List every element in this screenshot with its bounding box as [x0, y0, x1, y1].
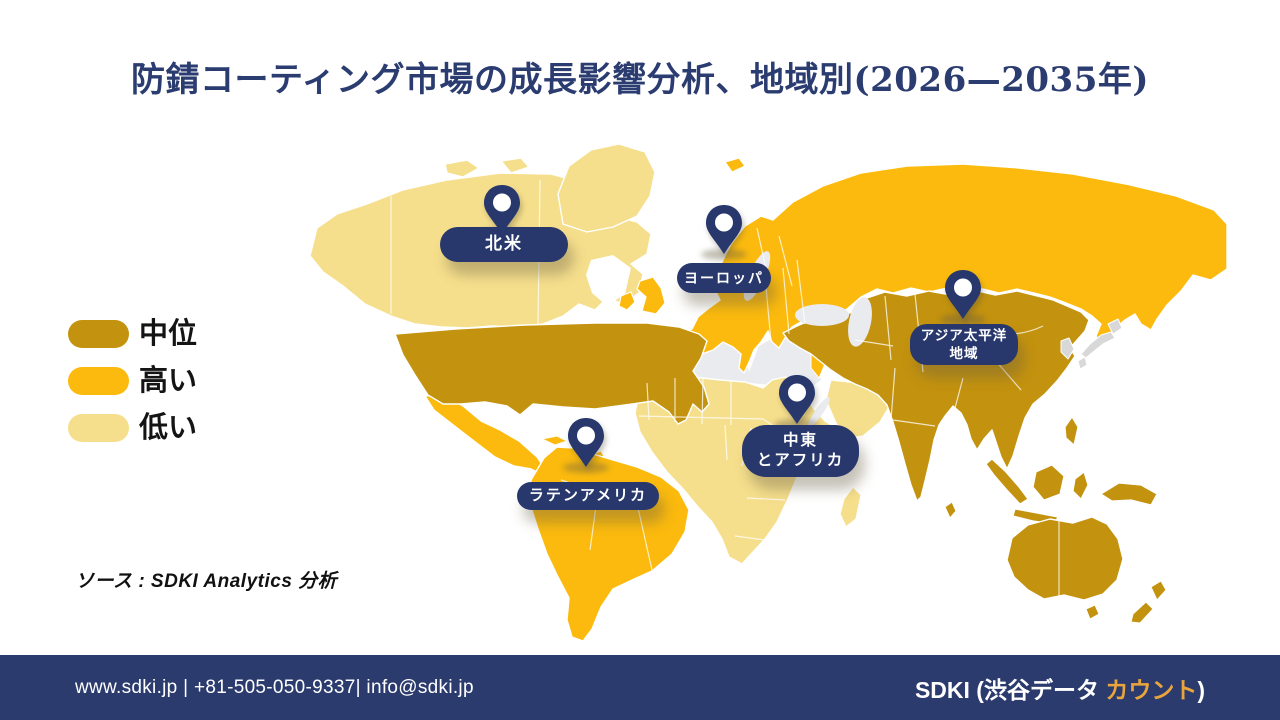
- footer-brand: SDKI (渋谷データ カウント): [915, 671, 1205, 705]
- region-arctic-island-1: [444, 159, 480, 178]
- legend-item-low: 低い: [68, 412, 198, 444]
- region-usa: [394, 322, 710, 425]
- region-sulawesi: [1072, 471, 1089, 500]
- sea-red: [808, 397, 830, 427]
- map-pin-icon: [484, 185, 520, 234]
- map-pin-icon: [568, 418, 604, 467]
- region-sri-lanka: [944, 501, 957, 519]
- world-map-canvas: [309, 143, 1228, 642]
- legend-label-high: 高い: [139, 365, 198, 397]
- footer-bar: www.sdki.jp | +81-505-050-9337| info@sdk…: [0, 655, 1280, 720]
- region-nz-north: [1150, 580, 1167, 601]
- legend-label-medium: 中位: [139, 318, 198, 350]
- region-ireland: [618, 291, 636, 311]
- footer-contact: www.sdki.jp | +81-505-050-9337| info@sdk…: [75, 676, 474, 698]
- source-note: ソース : SDKI Analytics 分析: [75, 571, 338, 592]
- region-borneo: [1032, 464, 1065, 501]
- region-nz-south: [1130, 601, 1154, 624]
- region-cuba: [541, 435, 568, 446]
- region-south-america: [529, 446, 690, 642]
- sea-hudson-bay: [586, 255, 631, 306]
- region-label-text: アジア太平洋: [920, 327, 1008, 343]
- region-japan-hokkaido: [1107, 318, 1123, 335]
- legend-swatch-low-icon: [68, 414, 129, 442]
- region-label-text: とアフリカ: [756, 452, 845, 469]
- region-label-middle-east-africa: 中東 とアフリカ: [742, 425, 859, 477]
- pin-shadow: [940, 314, 986, 325]
- map-pin-icon: [945, 270, 981, 319]
- map-pin-icon: [706, 205, 742, 254]
- footer-brand-prefix: SDKI (渋谷データ: [914, 676, 1106, 703]
- page-title: 防錆コーティング市場の成長影響分析、地域別(2026—2035年): [131, 60, 1149, 100]
- legend-swatch-high-icon: [68, 367, 129, 395]
- legend: 中位 高い 低い: [68, 320, 197, 461]
- footer-brand-suffix: ): [1197, 676, 1205, 703]
- footer-brand-highlight: カウント: [1105, 676, 1198, 703]
- region-philippines: [1064, 416, 1079, 446]
- region-label-text: 地域: [949, 345, 979, 361]
- region-label-asia-pacific: アジア太平洋 地域: [910, 324, 1018, 365]
- region-arctic-island-2: [500, 157, 530, 174]
- pin-shadow: [563, 462, 609, 473]
- region-label-europe: ヨーロッパ: [677, 263, 771, 293]
- pin-shadow: [701, 249, 747, 260]
- legend-item-high: 高い: [68, 365, 198, 397]
- region-madagascar: [839, 486, 862, 528]
- map-pin-icon: [779, 375, 815, 424]
- region-japan-kyushu: [1077, 356, 1088, 370]
- region-sumatra: [985, 458, 1029, 505]
- sea-black: [795, 304, 849, 326]
- region-japan-honshu: [1080, 331, 1116, 359]
- region-greenland: [557, 143, 656, 233]
- region-label-text: 中東: [782, 431, 818, 449]
- legend-swatch-medium-icon: [68, 320, 129, 348]
- region-label-latin-america: ラテンアメリカ: [517, 482, 659, 510]
- region-label-north-america: 北米: [440, 227, 568, 262]
- region-label-text: ラテンアメリカ: [528, 487, 648, 505]
- legend-label-low: 低い: [139, 412, 198, 444]
- region-svalbard: [724, 157, 746, 173]
- region-australia: [1006, 516, 1124, 601]
- region-uk: [636, 276, 666, 315]
- region-tasmania: [1085, 604, 1100, 620]
- legend-item-medium: 中位: [68, 318, 198, 350]
- sea-caspian: [848, 297, 872, 347]
- region-label-text: ヨーロッパ: [684, 269, 764, 286]
- world-map: 北米 ヨーロッパ アジア太平洋 地域: [295, 128, 1230, 643]
- region-europe-russia: [642, 163, 1228, 380]
- pin-shadow: [774, 419, 820, 430]
- region-new-guinea: [1100, 482, 1158, 506]
- region-label-text: 北米: [485, 234, 523, 254]
- region-korea: [1060, 337, 1075, 360]
